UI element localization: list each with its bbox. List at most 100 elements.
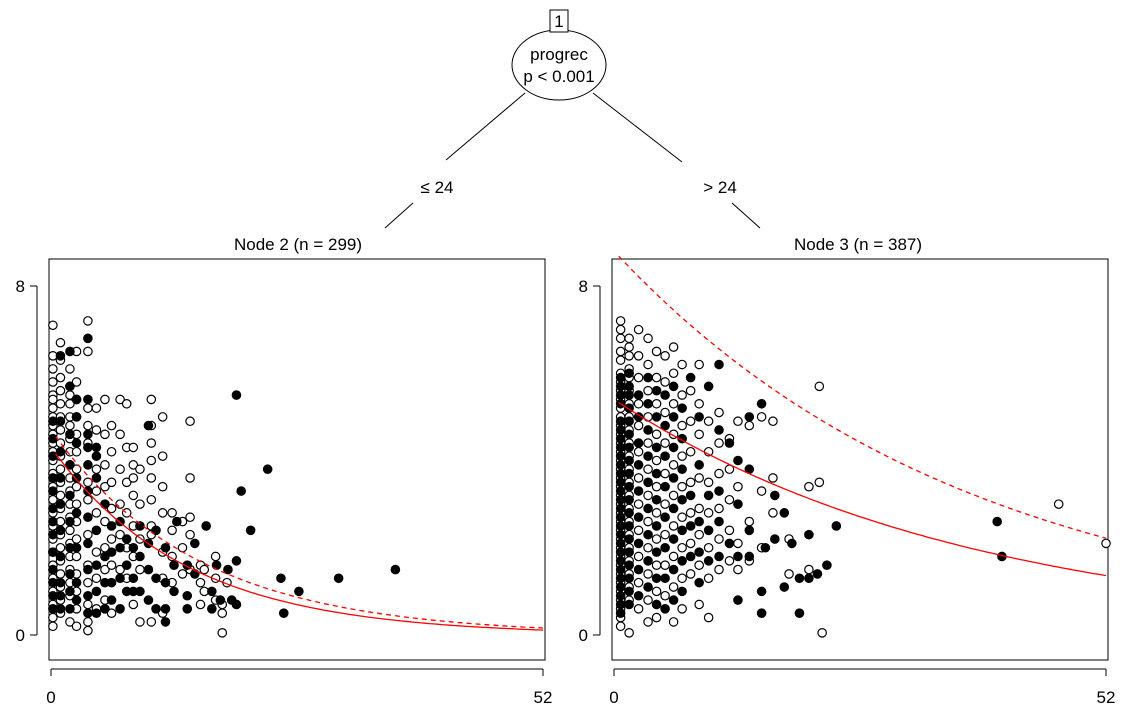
median-curve — [618, 255, 1107, 539]
event-point — [660, 420, 670, 431]
edge-right-label: > 24 — [703, 178, 737, 197]
censored-point — [177, 569, 188, 579]
censored-point — [106, 503, 117, 514]
event-point — [236, 486, 246, 496]
censored-point — [756, 412, 767, 422]
censored-point — [146, 473, 157, 483]
event-point — [651, 521, 662, 531]
censored-point — [615, 316, 626, 326]
censored-point — [633, 420, 644, 431]
event-point — [651, 468, 662, 479]
fitted-curve — [55, 453, 544, 631]
censored-point — [714, 438, 724, 448]
censored-point — [768, 473, 778, 483]
event-point — [55, 577, 66, 588]
event-point — [160, 617, 171, 627]
event-point — [390, 564, 401, 575]
censored-point — [167, 525, 177, 536]
event-point — [677, 403, 687, 413]
censored-point — [660, 407, 670, 418]
event-point — [71, 394, 82, 405]
censored-point — [724, 525, 735, 536]
event-point — [91, 525, 102, 536]
x-tick-label: 52 — [534, 688, 553, 706]
censored-point — [643, 464, 653, 475]
event-point — [83, 564, 93, 575]
censored-point — [91, 425, 102, 435]
event-point — [756, 608, 767, 618]
node-3-plot-frame — [611, 258, 1109, 661]
event-point — [65, 429, 75, 440]
censored-point — [48, 612, 58, 623]
event-point — [615, 529, 626, 540]
event-point — [48, 486, 58, 496]
censored-point — [703, 508, 714, 518]
event-point — [643, 451, 653, 461]
event-point — [624, 534, 634, 544]
censored-point — [91, 547, 102, 557]
censored-point — [694, 599, 704, 610]
edge-right-lower — [731, 202, 761, 229]
censored-point — [685, 446, 696, 457]
event-point — [624, 442, 634, 453]
event-point — [677, 586, 687, 597]
fitted-curve — [618, 401, 1107, 577]
censored-point — [685, 538, 696, 549]
censored-point — [733, 538, 743, 549]
censored-point — [633, 499, 644, 509]
censored-point — [768, 508, 778, 518]
event-point — [615, 381, 626, 392]
censored-point — [651, 560, 662, 570]
event-point — [694, 547, 704, 557]
censored-point — [668, 460, 679, 470]
event-point — [694, 516, 704, 527]
event-point — [668, 412, 679, 422]
event-point — [615, 556, 626, 566]
censored-point — [651, 455, 662, 466]
event-point — [83, 512, 93, 523]
censored-point — [55, 385, 66, 396]
censored-point — [651, 481, 662, 492]
censored-point — [615, 333, 626, 344]
censored-point — [651, 429, 662, 440]
event-point — [624, 560, 634, 570]
censored-point — [65, 364, 75, 374]
event-point — [151, 604, 161, 614]
censored-point — [724, 556, 735, 566]
censored-point — [115, 429, 125, 440]
edge-left-label: ≤ 24 — [421, 178, 454, 197]
censored-point — [217, 608, 228, 618]
edge-right — [592, 92, 683, 163]
event-point — [744, 525, 755, 536]
censored-point — [744, 420, 755, 431]
censored-point — [91, 403, 102, 413]
censored-point — [55, 464, 66, 475]
event-point — [245, 525, 256, 536]
censored-point — [100, 481, 110, 492]
event-point — [91, 608, 102, 618]
censored-point — [121, 477, 132, 488]
censored-point — [106, 420, 117, 431]
event-point — [694, 577, 704, 588]
event-point — [633, 438, 644, 448]
censored-point — [714, 468, 724, 479]
event-point — [643, 398, 653, 409]
censored-point — [643, 490, 653, 501]
event-point — [128, 542, 139, 553]
censored-point — [694, 429, 704, 440]
censored-point — [195, 599, 206, 610]
censored-point — [624, 628, 634, 638]
event-point — [190, 538, 200, 549]
event-point — [71, 542, 82, 553]
event-point — [624, 573, 634, 584]
event-point — [668, 595, 679, 605]
event-point — [91, 473, 102, 483]
event-point — [615, 425, 626, 435]
event-point — [100, 551, 110, 562]
censored-point — [83, 577, 93, 588]
event-point — [624, 390, 634, 400]
event-point — [65, 569, 75, 579]
censored-point — [643, 569, 653, 579]
event-point — [128, 573, 139, 584]
event-point — [83, 429, 93, 440]
